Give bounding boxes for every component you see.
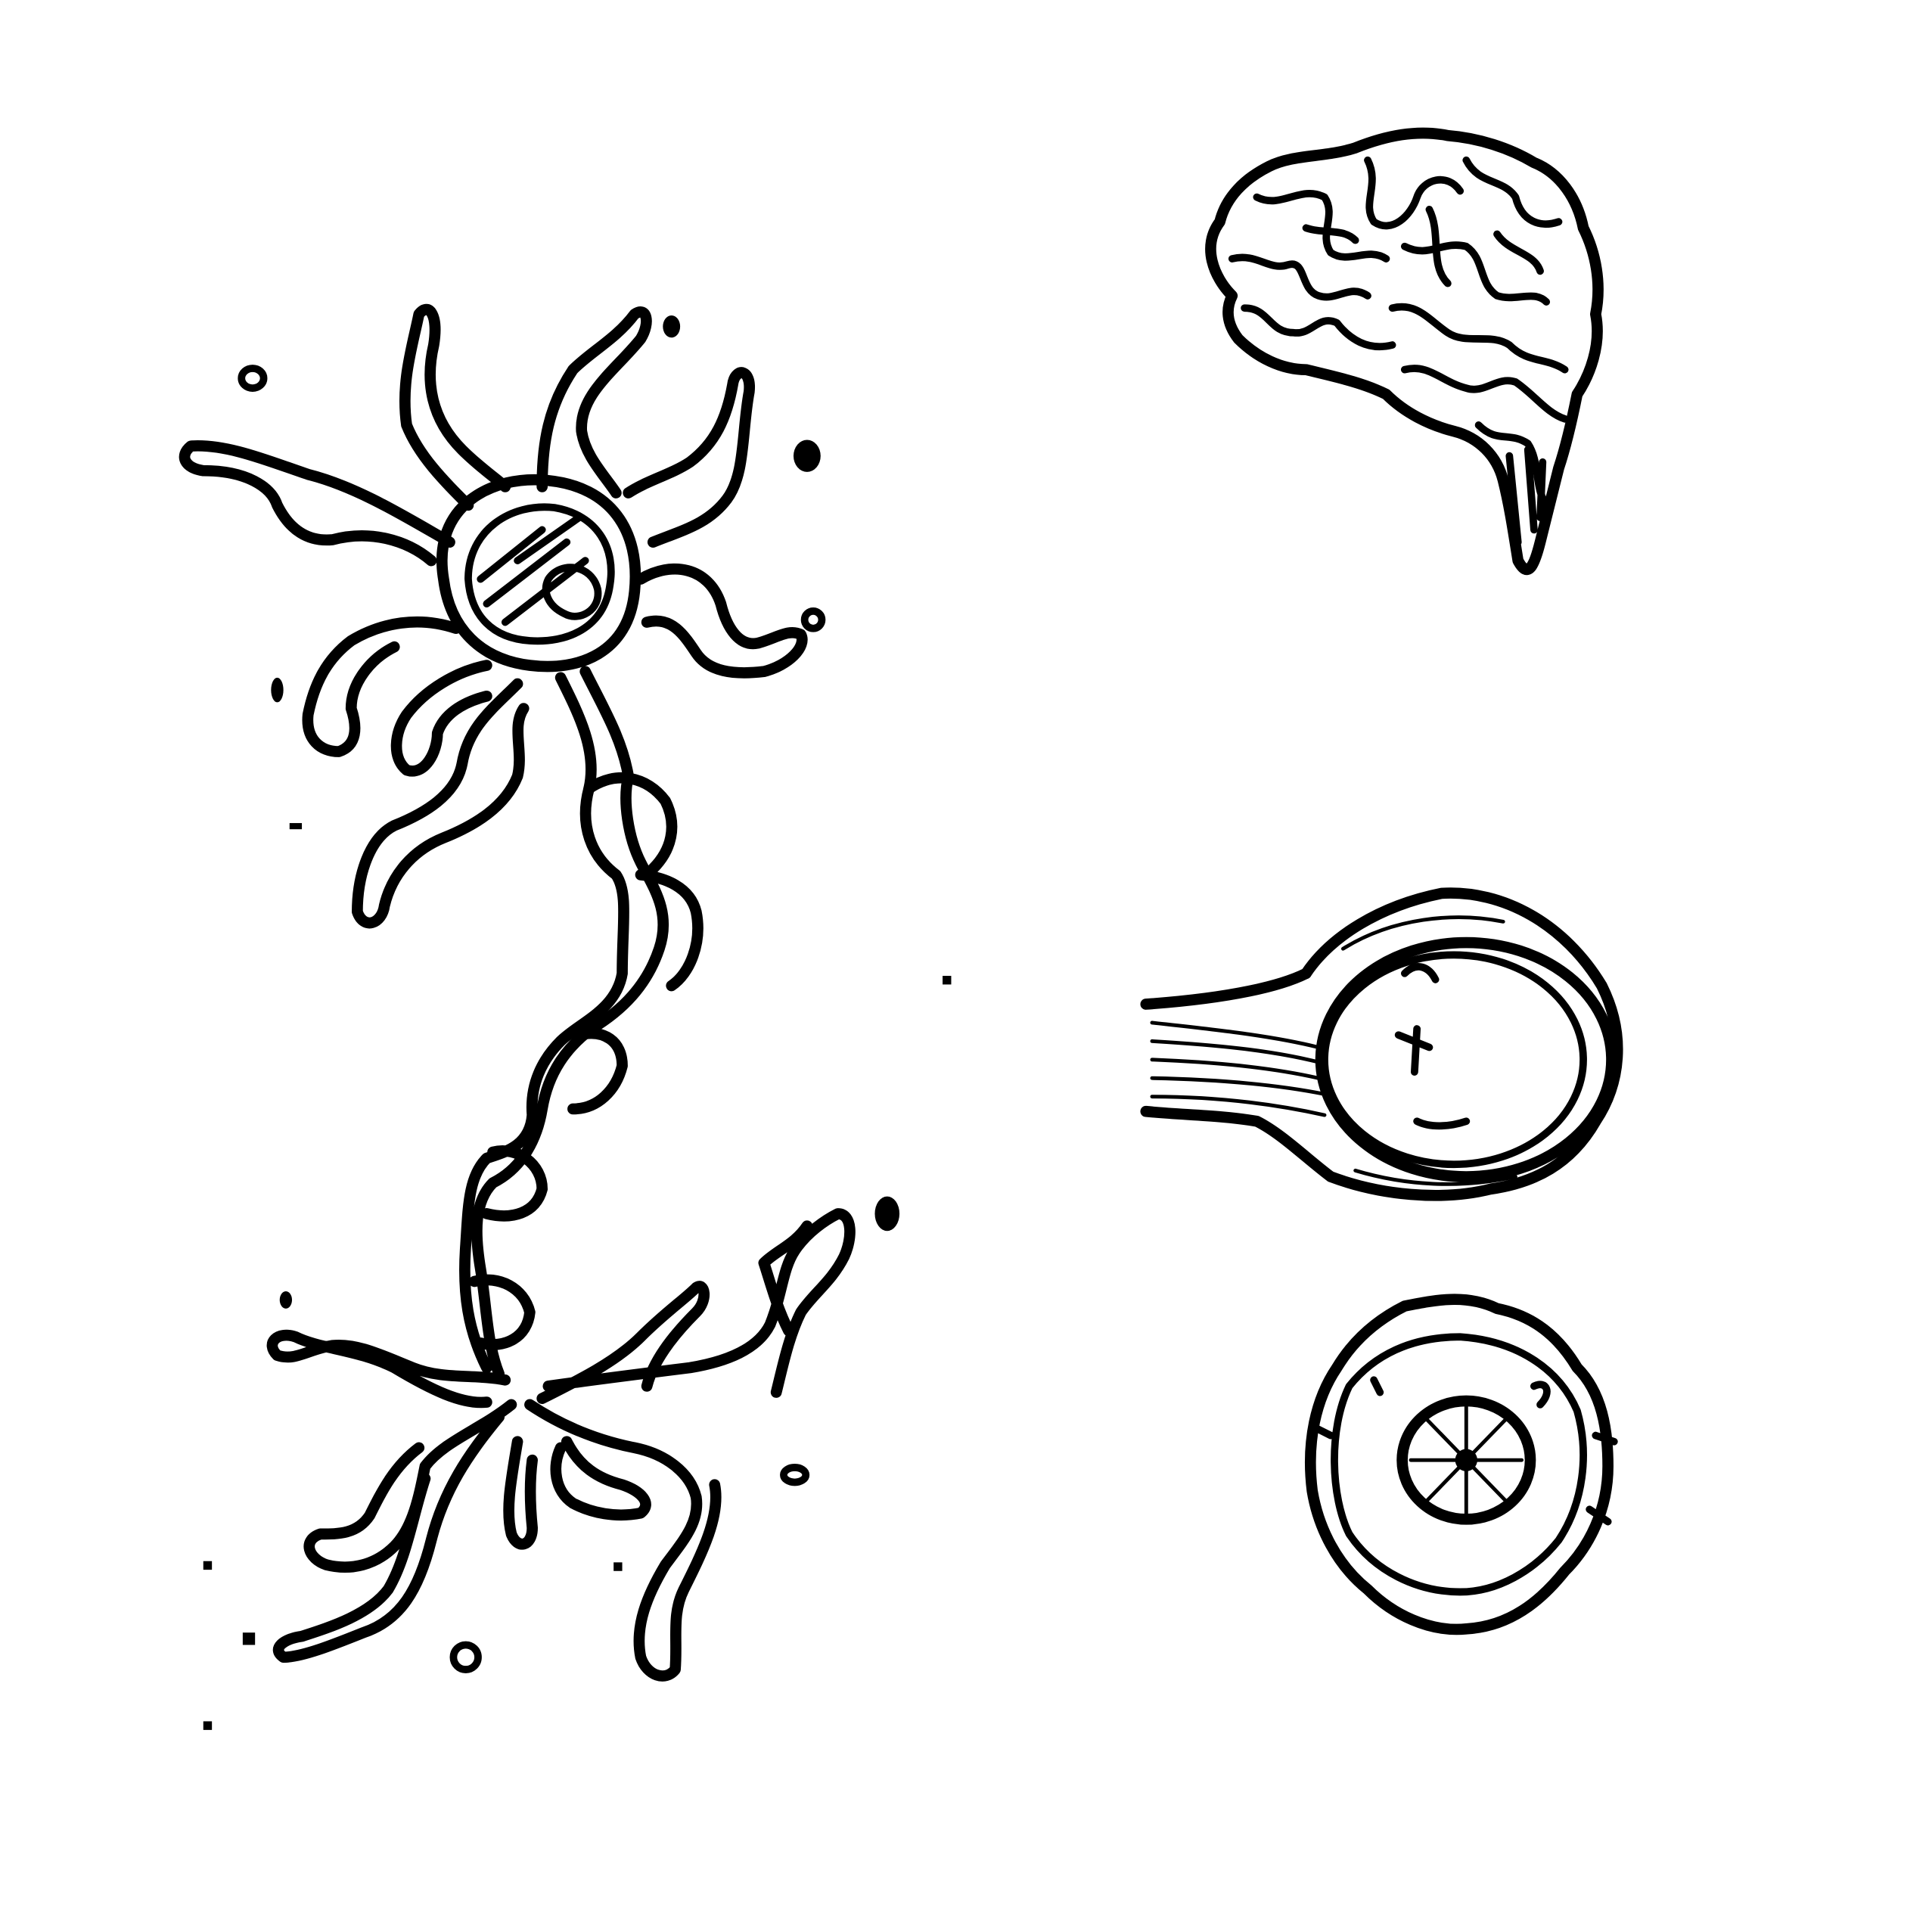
iris [1396, 1395, 1536, 1525]
eyeball-front [1304, 1294, 1618, 1635]
optic-nerve-fibers [1150, 915, 1517, 1186]
brain-stem-lines [1505, 446, 1547, 546]
brain [1205, 127, 1604, 576]
neuron-soma-hatch [477, 514, 589, 626]
neuron-dots [203, 315, 952, 1730]
eyeball-marks [1394, 963, 1471, 1130]
eyeball-inner [1321, 951, 1587, 1169]
neuron-specks [238, 365, 826, 1673]
eyeball-side [1140, 887, 1623, 1201]
eyeball-front-inner [1331, 1333, 1587, 1596]
neuron-axon [459, 666, 704, 1380]
brain-outline [1205, 127, 1604, 576]
neuron [179, 303, 952, 1730]
eyeball-sclera [1140, 887, 1623, 1201]
neuron-dendrites [179, 303, 808, 929]
eyeball-front-outline [1304, 1294, 1614, 1635]
neuron-terminals [266, 1208, 856, 1682]
eyeball-front-marks [1314, 1376, 1618, 1526]
brain-folds [1228, 156, 1569, 509]
optic-nerve-top [1140, 968, 1312, 1010]
pupil [1455, 1449, 1477, 1471]
